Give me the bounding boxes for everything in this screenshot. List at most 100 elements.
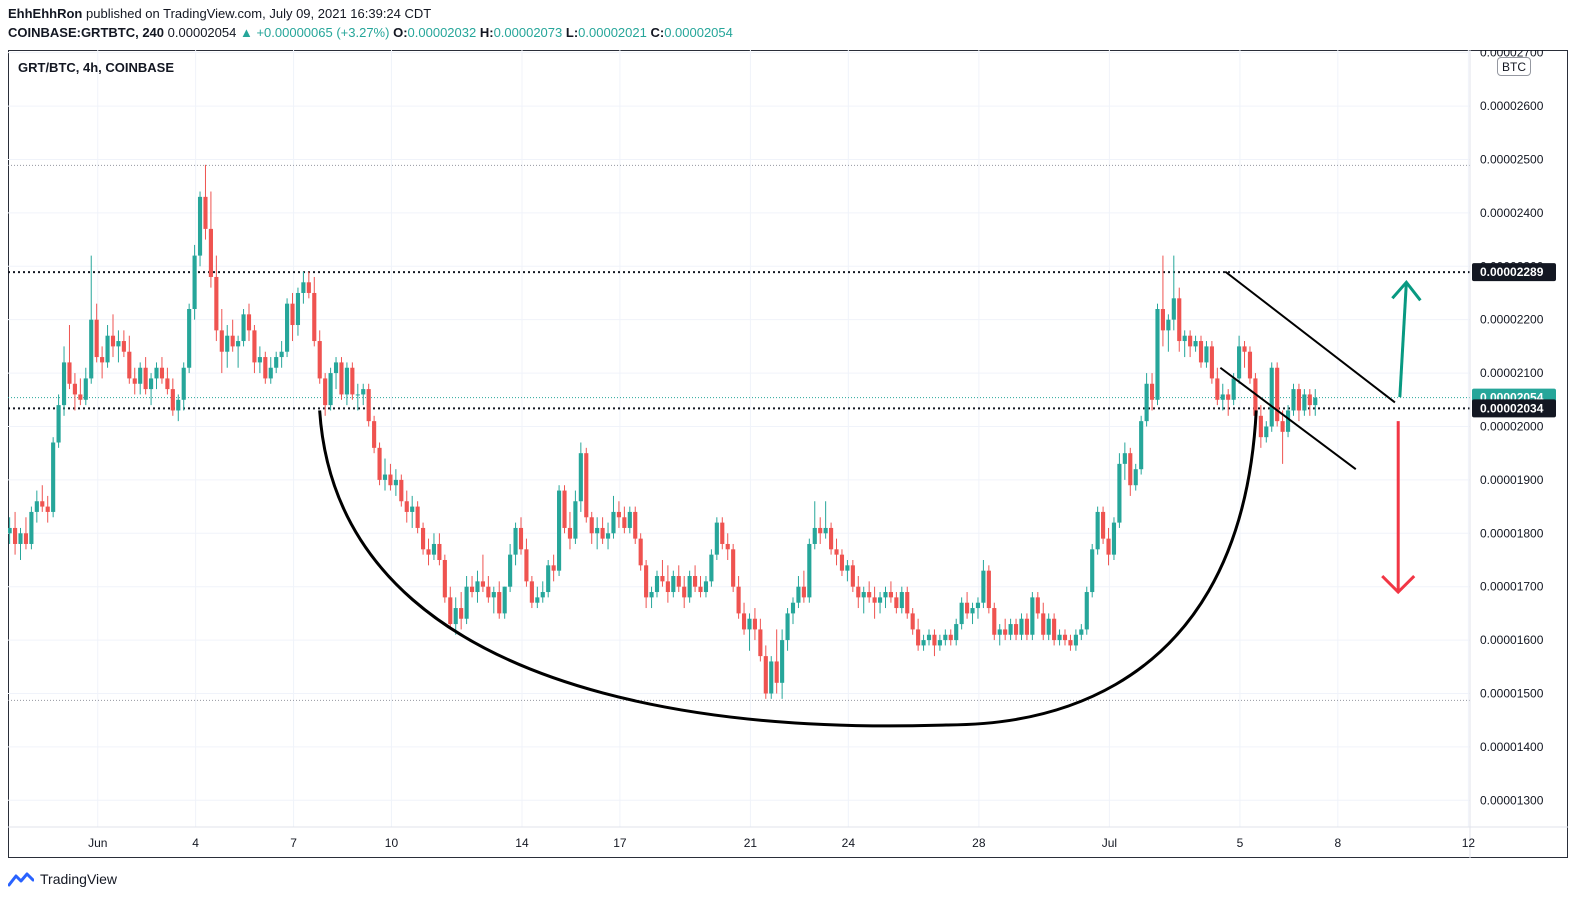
candle-body [404, 501, 409, 512]
candle-body [562, 490, 567, 528]
candle-body [665, 581, 670, 593]
breakout-arrow-up-head [1391, 279, 1422, 302]
x-tick-label: 24 [842, 836, 856, 850]
candle-body [241, 314, 246, 342]
candle-body [605, 533, 611, 539]
candle-body [1003, 629, 1008, 635]
tradingview-logo[interactable]: TradingView [8, 868, 117, 890]
candle-body [1111, 522, 1117, 555]
candle-body [328, 373, 333, 406]
y-tick-label: 0.00002400 [1480, 206, 1544, 220]
candle-body [584, 453, 589, 518]
candle-body [954, 624, 959, 641]
candle-body [290, 303, 295, 326]
candle-body [45, 506, 50, 512]
candle-body [268, 367, 273, 379]
candle-body [203, 196, 208, 229]
candle-body [89, 319, 94, 379]
candle-body [829, 527, 834, 550]
candle-body [687, 576, 692, 598]
candle-body [344, 367, 349, 395]
candle-body [937, 640, 942, 646]
candle-body [426, 549, 431, 555]
x-tick-label: 14 [515, 836, 529, 850]
candle-body [187, 309, 192, 368]
candles [8, 164, 1318, 699]
candle-body [877, 597, 883, 603]
candle-body [839, 554, 845, 571]
candle-body [480, 581, 485, 587]
candle-body [1008, 624, 1013, 635]
candle-body [1275, 367, 1280, 422]
author-name[interactable]: EhhEhhRon [8, 6, 83, 21]
x-tick-label: 12 [1462, 836, 1476, 850]
candle-body [1313, 397, 1318, 406]
candle-body [1084, 592, 1089, 630]
candle-body [736, 586, 741, 614]
candle-body [502, 586, 507, 614]
y-tick-label: 0.00001800 [1480, 526, 1544, 540]
candle-body [774, 661, 779, 683]
candle-body [986, 570, 991, 609]
candle-body [1177, 298, 1182, 342]
candle-body [67, 362, 72, 384]
candle-body [1182, 335, 1187, 342]
candle-body [649, 592, 654, 598]
candle-body [421, 527, 426, 550]
candle-body [1024, 618, 1029, 635]
candle-body [415, 506, 420, 528]
time-axis[interactable]: Jun 4 7 10 14 17 21 24 28 Jul 5 8 12 [8, 826, 1568, 850]
candle-body [208, 228, 213, 277]
candle-body [709, 554, 714, 582]
candle-body [818, 527, 823, 534]
candle-body [888, 592, 893, 598]
candle-body [1128, 453, 1133, 486]
candle-body [747, 618, 752, 630]
candle-body [676, 576, 681, 587]
candle-body [453, 608, 458, 625]
candle-body [127, 351, 132, 379]
candle-body [763, 656, 768, 694]
candle-body [1133, 469, 1138, 486]
candle-body [714, 522, 719, 555]
x-tick-label: Jul [1102, 836, 1117, 850]
candle-body [51, 442, 56, 512]
candle-body [1149, 383, 1155, 400]
candle-body [486, 586, 491, 598]
candle-body [181, 367, 186, 400]
candle-body [192, 255, 197, 309]
candle-body [442, 559, 447, 598]
candle-body [725, 543, 730, 550]
price-axis[interactable]: 0.00001300 0.00001400 0.00001500 0.00001600… [1469, 50, 1556, 858]
candle-body [34, 501, 39, 512]
candle-body [644, 565, 649, 598]
candle-body [1030, 597, 1035, 635]
candle-body [1264, 426, 1269, 438]
candle-body [1035, 597, 1040, 614]
candle-body [40, 501, 45, 507]
candle-body [355, 394, 360, 396]
candle-body [508, 554, 513, 587]
candle-body [910, 613, 915, 630]
candle-body [524, 549, 529, 582]
candle-body [149, 378, 154, 390]
candle-body [1296, 389, 1301, 411]
candle-body [992, 608, 997, 635]
candle-body [170, 389, 175, 411]
price-chart[interactable]: 0.00001300 0.00001400 0.00001500 0.00001600… [8, 50, 1568, 858]
candle-body [1090, 549, 1095, 593]
candle-body [731, 549, 736, 587]
high-label: H: [479, 25, 494, 40]
candle-body [1188, 335, 1193, 347]
candle-body [1226, 394, 1231, 400]
candle-body [529, 581, 534, 603]
symbol-label: COINBASE:GRTBTC, 240 [8, 25, 165, 40]
candle-body [1220, 394, 1225, 400]
x-tick-label: 8 [1334, 836, 1341, 850]
candle-body [975, 602, 981, 609]
candle-body [671, 576, 676, 593]
candle-body [121, 341, 126, 352]
currency-badge[interactable]: BTC [1497, 57, 1531, 76]
candle-body [257, 357, 262, 363]
candle-body [464, 586, 469, 619]
